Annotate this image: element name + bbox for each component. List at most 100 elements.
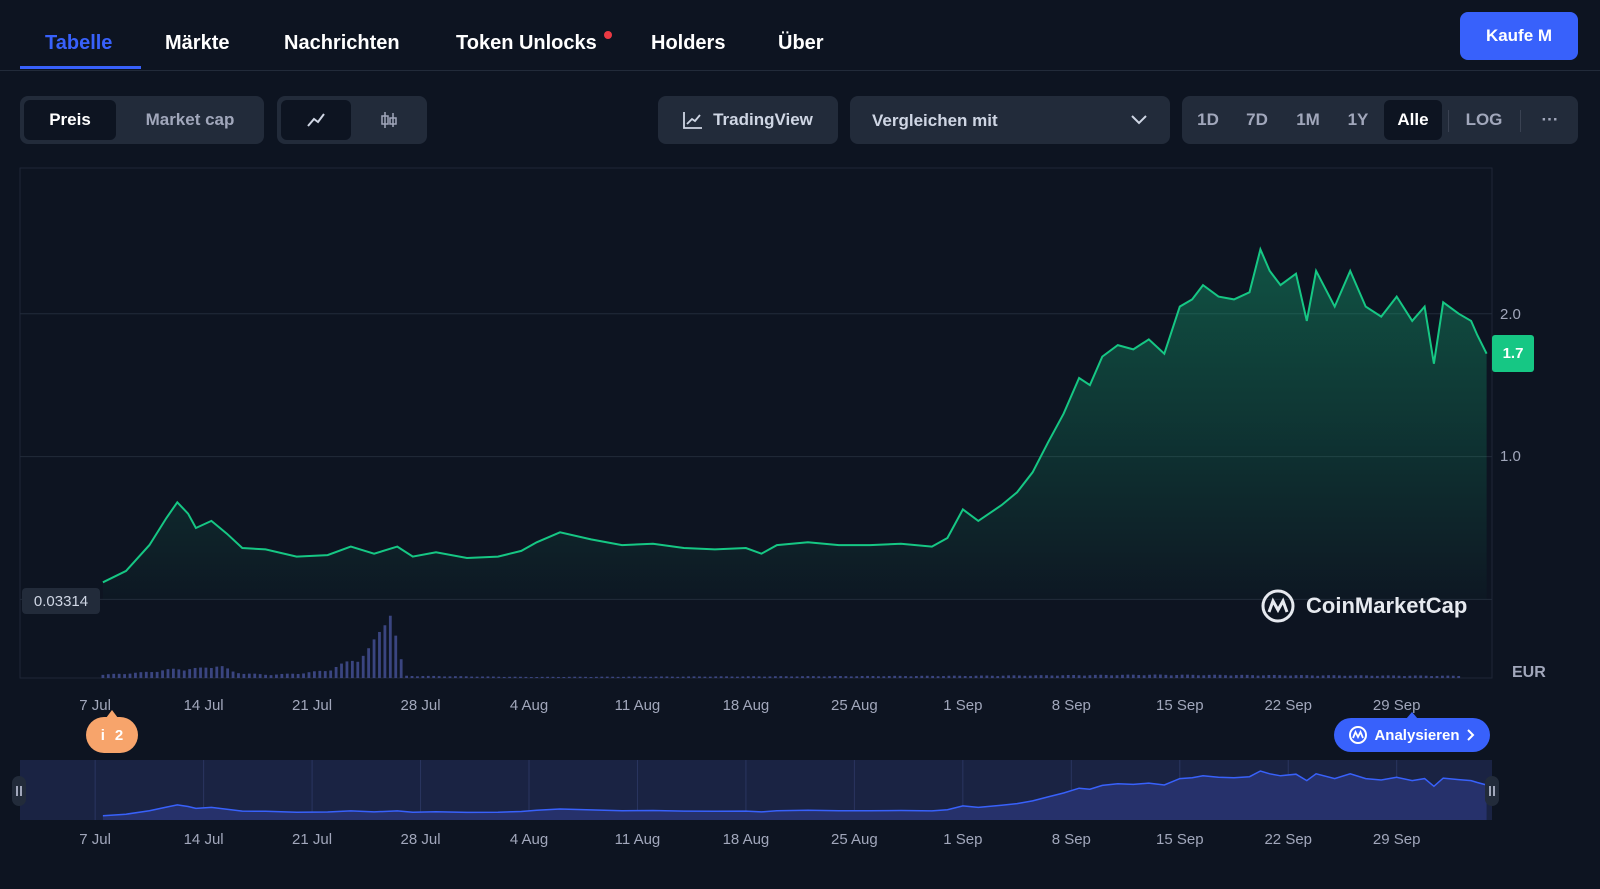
tab-nachrichten[interactable]: Nachrichten xyxy=(284,32,400,54)
analyze-button[interactable]: Analysieren xyxy=(1334,718,1490,752)
x-tick-label: 11 Aug xyxy=(615,697,661,714)
range-1m[interactable]: 1M xyxy=(1296,110,1320,129)
volume-bar xyxy=(481,676,484,678)
volume-bar xyxy=(1148,674,1151,678)
volume-bar xyxy=(1289,675,1292,678)
current-price-badge: 1.7 xyxy=(1492,335,1534,372)
volume-bar xyxy=(1359,675,1363,678)
x-tick-label: 14 Jul xyxy=(184,697,224,714)
divider xyxy=(1448,110,1449,132)
volume-bar xyxy=(768,676,772,678)
tab-tabelle[interactable]: Tabelle xyxy=(45,32,113,54)
volume-bar xyxy=(193,667,197,678)
volume-bar xyxy=(931,675,935,678)
volume-bar xyxy=(790,676,794,678)
tab-token-unlocks[interactable]: Token Unlocks xyxy=(456,32,597,54)
volume-bar xyxy=(529,677,533,678)
volume-bar xyxy=(1251,675,1255,678)
events-badge[interactable]: i 2 xyxy=(86,717,138,753)
volume-bar xyxy=(1137,675,1141,678)
volume-bar xyxy=(1207,674,1211,678)
volume-bar xyxy=(736,676,739,678)
volume-bar xyxy=(974,675,978,678)
volume-bar xyxy=(513,676,517,678)
y-tick-label: 2.0 xyxy=(1500,306,1521,323)
candlestick-button[interactable] xyxy=(355,100,423,140)
volume-bar xyxy=(849,676,853,678)
range-alle[interactable]: Alle xyxy=(1384,100,1442,140)
volume-bar xyxy=(698,676,701,678)
volume-bar xyxy=(416,676,419,678)
navigator-left-handle[interactable] xyxy=(12,776,26,806)
volume-bar xyxy=(1278,675,1282,678)
coinmarketcap-logo-icon xyxy=(1349,726,1368,744)
tab-holders[interactable]: Holders xyxy=(651,32,726,54)
volume-bar xyxy=(1018,675,1021,678)
volume-bar xyxy=(638,676,642,678)
chevron-down-icon xyxy=(1131,115,1147,125)
volume-bar xyxy=(1256,675,1260,678)
volume-bar xyxy=(1234,675,1238,678)
volume-bar xyxy=(350,660,354,678)
volume-bar xyxy=(1131,674,1135,678)
range-7d[interactable]: 7D xyxy=(1246,110,1268,129)
volume-bar xyxy=(1294,675,1298,678)
volume-bar xyxy=(1424,675,1428,678)
watermark-text: CoinMarketCap xyxy=(1306,593,1468,618)
log-toggle[interactable]: LOG xyxy=(1465,110,1503,129)
time-range-group: 1D 7D 1M 1Y Alle LOG ··· xyxy=(1182,96,1578,144)
volume-bar xyxy=(313,671,316,678)
volume-bar xyxy=(681,676,685,678)
volume-bar xyxy=(1104,674,1108,678)
volume-bar xyxy=(204,667,208,678)
currency-label: EUR xyxy=(1512,664,1546,681)
tab-maerkte[interactable]: Märkte xyxy=(165,32,230,54)
volume-bar xyxy=(1202,675,1206,678)
volume-bar xyxy=(399,659,403,678)
volume-bar xyxy=(253,673,257,678)
volume-bar xyxy=(589,676,593,678)
coinmarketcap-watermark: CoinMarketCap xyxy=(1260,588,1467,624)
volume-bar xyxy=(1348,675,1352,678)
volume-bar xyxy=(1213,674,1217,678)
volume-bar xyxy=(209,668,213,678)
navigator-background[interactable] xyxy=(20,760,1492,820)
volume-bar xyxy=(307,672,311,678)
metric-price-button[interactable]: Preis xyxy=(24,100,116,140)
volume-bar xyxy=(1365,675,1368,678)
metric-marketcap-button[interactable]: Market cap xyxy=(145,110,235,129)
volume-bar xyxy=(817,676,821,678)
volume-bar xyxy=(600,676,604,678)
volume-bar xyxy=(128,673,132,678)
range-1y[interactable]: 1Y xyxy=(1347,110,1369,129)
price-line xyxy=(102,246,1488,584)
volume-bar xyxy=(757,676,761,678)
volume-bar xyxy=(215,666,219,678)
volume-bar xyxy=(182,670,186,678)
range-1d[interactable]: 1D xyxy=(1197,110,1219,129)
tab-ueber[interactable]: Über xyxy=(778,32,824,54)
navigator-right-handle[interactable] xyxy=(1485,776,1499,806)
volume-bar xyxy=(177,669,181,678)
volume-bar xyxy=(1267,675,1271,678)
more-options-button[interactable]: ··· xyxy=(1541,110,1559,129)
volume-bar xyxy=(578,676,582,678)
volume-bar xyxy=(1153,674,1157,678)
volume-bar xyxy=(1435,675,1439,678)
volume-bar xyxy=(806,676,810,678)
line-chart-button[interactable] xyxy=(281,100,351,140)
volume-bar xyxy=(687,676,690,678)
volume-bar xyxy=(394,635,398,678)
volume-bar xyxy=(1305,675,1309,678)
compare-select[interactable]: Vergleichen mit xyxy=(850,96,1170,144)
volume-bar xyxy=(632,676,636,678)
volume-bar xyxy=(627,676,631,678)
volume-bar xyxy=(155,671,159,678)
volume-bar xyxy=(860,675,864,678)
x-tick-label: 15 Sep xyxy=(1156,697,1204,714)
volume-bar xyxy=(188,669,192,678)
volume-bar xyxy=(1224,675,1227,678)
tradingview-button[interactable]: TradingView xyxy=(658,96,838,144)
buy-button[interactable]: Kaufe M xyxy=(1460,12,1578,60)
navigator-x-tick-label: 11 Aug xyxy=(615,831,661,848)
